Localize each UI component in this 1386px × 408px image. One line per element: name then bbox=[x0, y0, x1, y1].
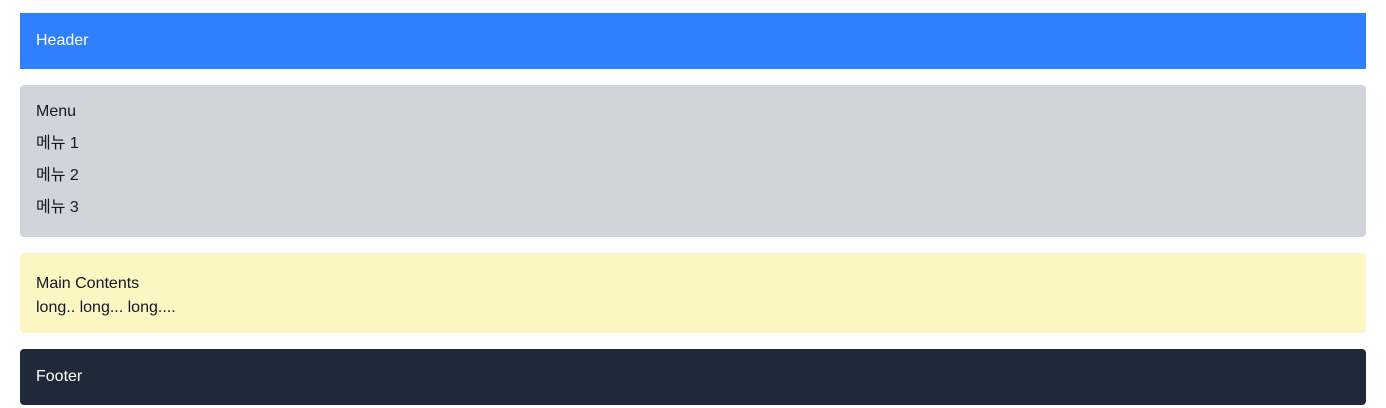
menu-item-3[interactable]: 메뉴 3 bbox=[36, 199, 79, 216]
header-label: Header bbox=[36, 32, 89, 49]
main-text: long.. long... long.... bbox=[36, 299, 176, 316]
menu-title: Menu bbox=[36, 103, 77, 120]
menu-item-2[interactable]: 메뉴 2 bbox=[36, 167, 79, 184]
menu-panel: Menu 메뉴 1 메뉴 2 메뉴 3 bbox=[20, 85, 1366, 237]
page-footer: Footer bbox=[20, 349, 1366, 405]
main-title: Main Contents bbox=[36, 275, 140, 292]
page-header: Header bbox=[20, 13, 1366, 69]
footer-label: Footer bbox=[36, 368, 83, 385]
main-contents: Main Contents long.. long... long.... bbox=[20, 253, 1366, 333]
menu-item-1[interactable]: 메뉴 1 bbox=[36, 135, 79, 152]
